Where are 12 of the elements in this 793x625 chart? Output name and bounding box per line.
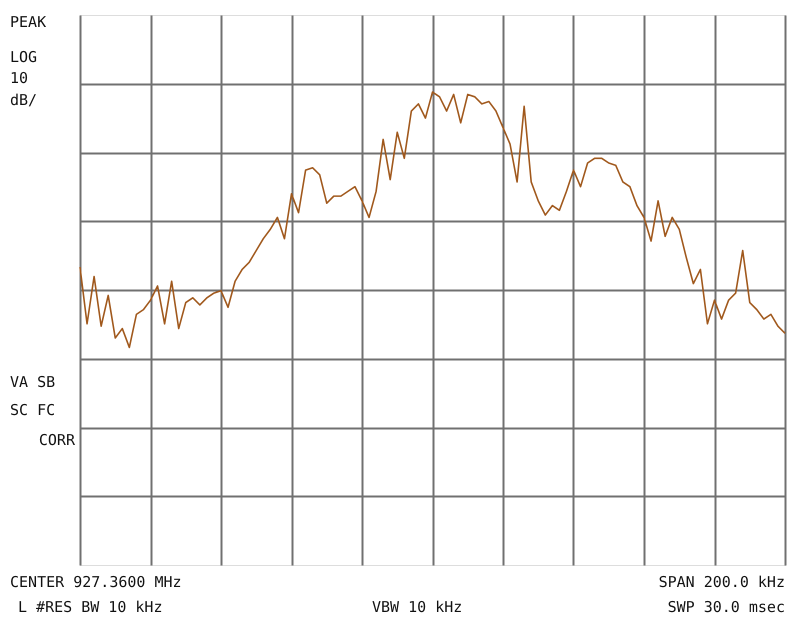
text: LOG <box>10 48 38 66</box>
text: CENTER 927.3600 MHz <box>10 573 182 591</box>
text: SC FC <box>10 401 56 419</box>
text: PEAK <box>10 13 46 31</box>
text: dB/ <box>10 91 38 109</box>
text: CORR <box>38 431 76 449</box>
text: SWP 30.0 msec <box>668 598 785 616</box>
text: SPAN 200.0 kHz <box>658 573 785 591</box>
text: L #RES BW 10 kHz <box>18 598 162 616</box>
text: 10 <box>10 69 28 87</box>
text: VA SB <box>10 373 56 391</box>
text: VBW 10 kHz <box>372 598 462 616</box>
